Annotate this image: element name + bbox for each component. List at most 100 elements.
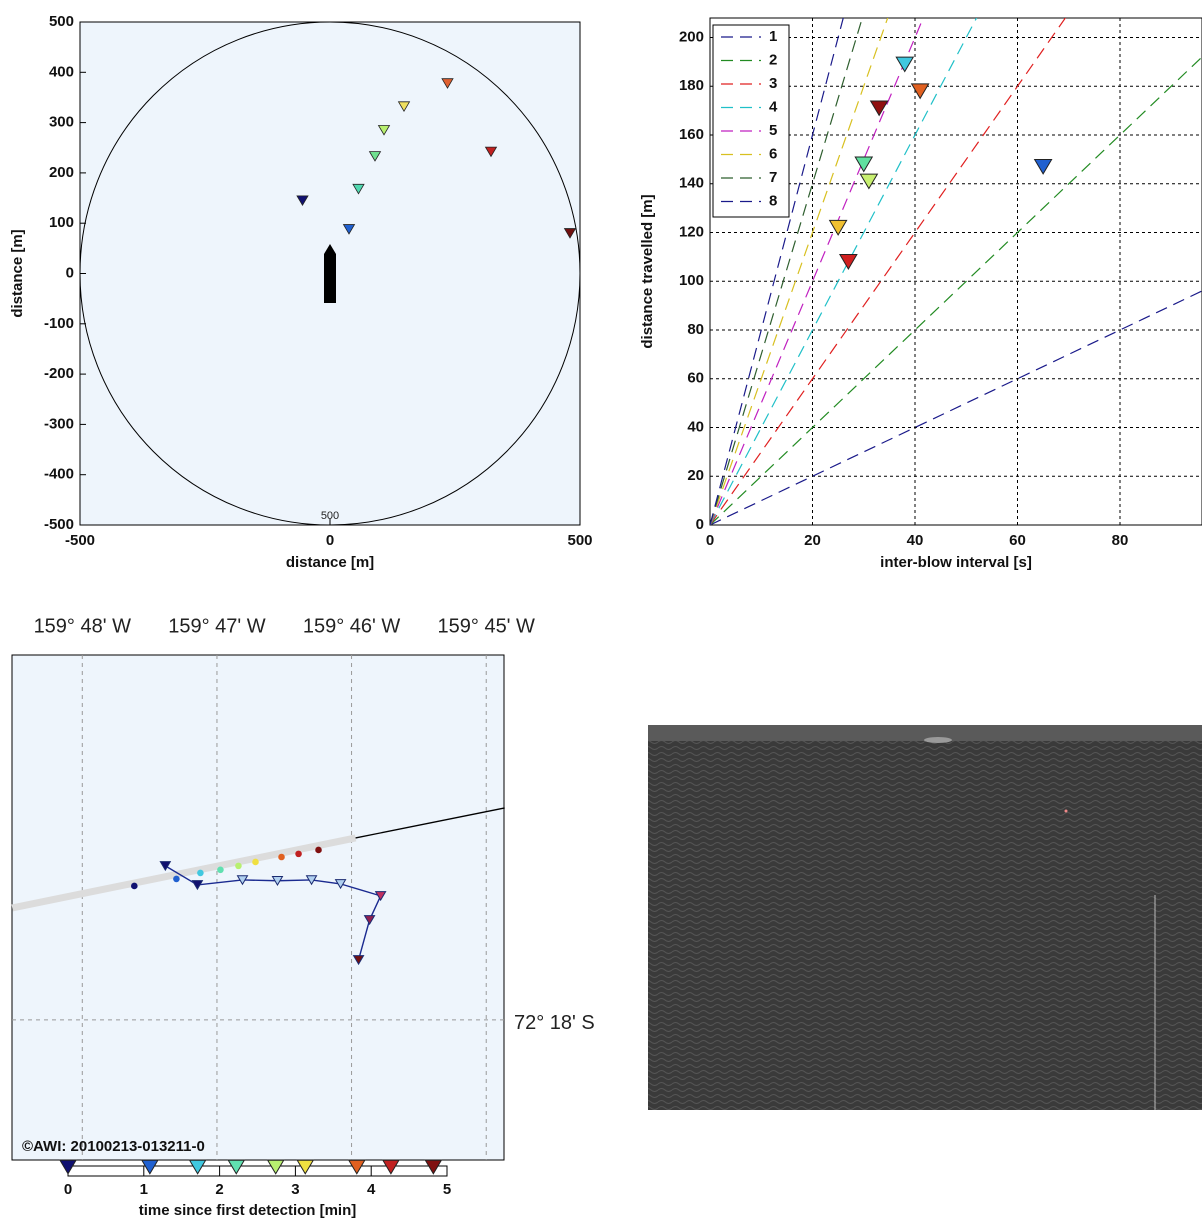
legend-label: 7 <box>769 169 777 186</box>
y-tick-label: 180 <box>679 77 704 94</box>
range-ring-label: 500 <box>321 510 339 522</box>
detection-dot <box>131 882 138 890</box>
y-tick-label: 100 <box>679 272 704 289</box>
legend-label: 8 <box>769 192 777 209</box>
camera-image <box>648 725 1202 1110</box>
colorbar-tick-label: 4 <box>367 1181 376 1198</box>
detection-dot <box>295 850 302 858</box>
map-area <box>11 654 505 1161</box>
colorbar-marker <box>266 1159 285 1175</box>
track-marker <box>191 880 204 891</box>
iceberg <box>924 737 952 743</box>
detection-dot <box>197 869 204 877</box>
x-tick-label: -500 <box>65 532 95 549</box>
colorbar-tick-label: 1 <box>140 1181 148 1198</box>
detection-marker <box>352 183 365 195</box>
detection-dot <box>315 846 322 854</box>
y-tick-label: 200 <box>679 28 704 45</box>
track-marker <box>374 891 387 902</box>
colorbar-marker <box>140 1159 159 1175</box>
y-tick-label: 140 <box>679 175 704 192</box>
vessel-icon <box>324 244 336 303</box>
detection-dot <box>278 853 285 861</box>
lon-label: 159° 45' W <box>438 615 536 637</box>
y-tick-label: 300 <box>49 114 74 131</box>
y-tick-label: 100 <box>49 214 74 231</box>
speed-line <box>710 18 863 525</box>
colorbar-marker <box>347 1159 366 1175</box>
colorbar-tick-label: 0 <box>64 1181 72 1198</box>
detection-marker <box>828 219 848 236</box>
detection-dot <box>173 875 180 883</box>
track-marker <box>352 955 365 966</box>
legend-label: 4 <box>769 98 778 115</box>
y-tick-label: 20 <box>687 467 704 484</box>
speed-line <box>710 18 1067 525</box>
x-tick-label: 80 <box>1112 532 1129 549</box>
legend-label: 1 <box>769 28 777 45</box>
legend-label: 3 <box>769 75 777 92</box>
track-marker <box>334 879 347 890</box>
track-marker <box>305 875 318 886</box>
track-marker <box>159 861 172 872</box>
detection-marker <box>368 151 382 162</box>
detection-marker <box>910 83 930 100</box>
y-tick-label: 200 <box>49 164 74 181</box>
detection-dot <box>235 862 242 870</box>
x-tick-label: 0 <box>326 532 334 549</box>
lon-label: 159° 47' W <box>168 615 266 637</box>
detection-marker <box>839 254 858 270</box>
legend-label: 2 <box>769 51 777 68</box>
speed-line <box>710 290 1202 525</box>
detection-marker <box>1033 158 1053 175</box>
detection-dot <box>217 866 224 874</box>
image-blob <box>1064 809 1068 813</box>
detection-marker <box>441 78 454 89</box>
x-axis-label: distance [m] <box>286 554 374 571</box>
y-axis-label: distance [m] <box>9 229 26 317</box>
colorbar-marker <box>188 1159 207 1175</box>
detection-dot <box>252 858 259 866</box>
x-tick-label: 40 <box>907 532 924 549</box>
detection-marker <box>859 173 879 190</box>
y-tick-label: 0 <box>696 516 704 533</box>
ship-track-past <box>11 834 357 912</box>
legend-label: 5 <box>769 122 777 139</box>
x-tick-label: 20 <box>804 532 821 549</box>
detection-marker <box>296 195 309 207</box>
colorbar-marker <box>424 1159 443 1175</box>
legend-label: 6 <box>769 145 777 162</box>
y-axis-label: distance travelled [m] <box>639 194 656 348</box>
sea-image <box>648 725 1202 1110</box>
detection-marker <box>397 101 411 112</box>
colorbar-marker <box>227 1159 246 1175</box>
horizon <box>648 725 1202 741</box>
y-tick-label: 80 <box>687 321 704 338</box>
detection-marker <box>342 224 356 235</box>
y-tick-label: -300 <box>44 415 74 432</box>
credit: ©AWI: 20100213-013211-0 <box>22 1138 205 1155</box>
colorbar-tick-label: 2 <box>215 1181 223 1198</box>
lat-label: 72° 18' S <box>514 1012 595 1034</box>
track-marker <box>363 915 376 926</box>
y-tick-label: -200 <box>44 365 74 382</box>
detection-marker <box>484 146 498 158</box>
detection-marker <box>895 56 915 73</box>
y-tick-label: 120 <box>679 223 704 240</box>
colorbar-marker <box>59 1159 77 1175</box>
detection-marker <box>869 100 889 117</box>
colorbar-label: time since first detection [min] <box>139 1202 357 1219</box>
detection-marker <box>377 125 391 136</box>
y-tick-label: 40 <box>687 418 704 435</box>
x-tick-label: 500 <box>567 532 592 549</box>
track-marker <box>236 875 249 886</box>
colorbar-marker <box>296 1159 315 1175</box>
y-tick-label: -500 <box>44 516 74 533</box>
x-axis-label: inter-blow interval [s] <box>880 554 1032 571</box>
speed-line <box>710 18 924 525</box>
detection-marker <box>854 156 874 173</box>
colorbar-marker <box>382 1159 400 1175</box>
ship-track-future <box>355 807 505 839</box>
